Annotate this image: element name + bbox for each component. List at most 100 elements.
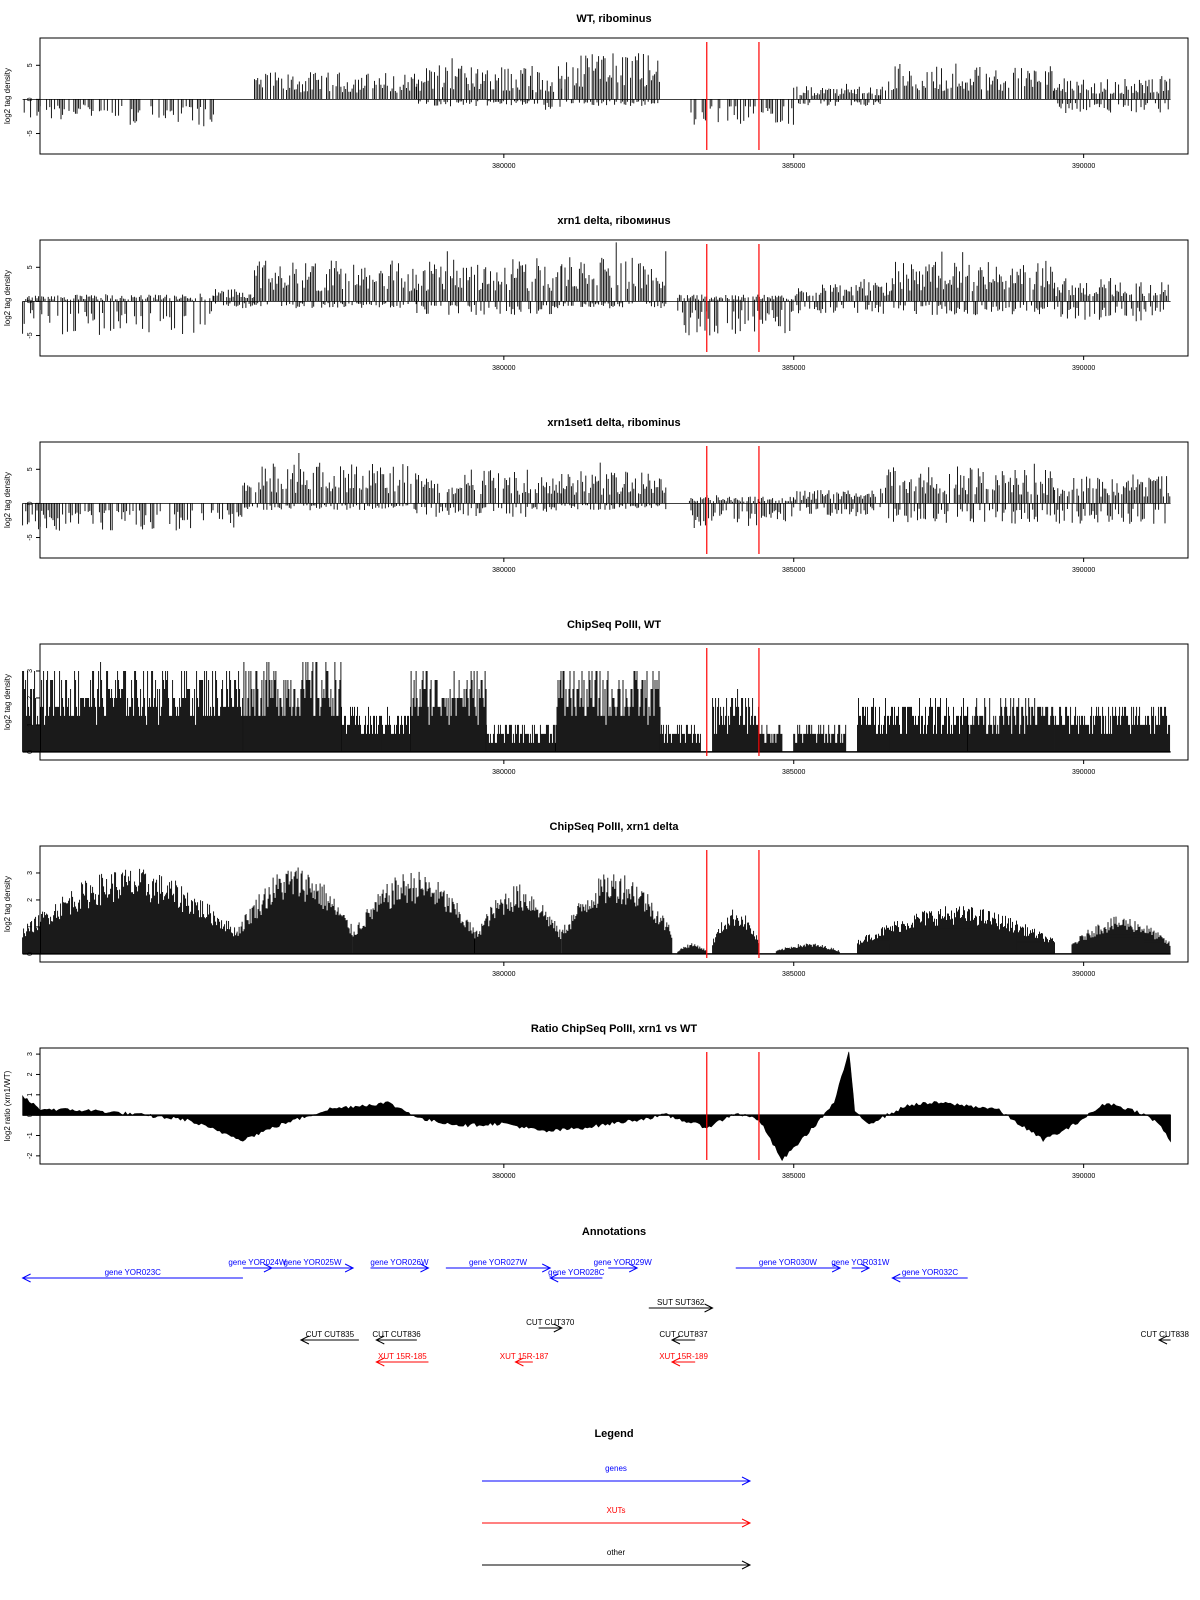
feature-arrow-head bbox=[420, 1263, 430, 1273]
feature-label: gene YOR031W bbox=[831, 1258, 890, 1267]
x-tick-label: 390000 bbox=[1072, 1173, 1095, 1180]
data-segment bbox=[690, 99, 794, 125]
x-tick-label: 390000 bbox=[1072, 971, 1095, 978]
data-segment bbox=[416, 58, 533, 107]
feature-arrow-head bbox=[831, 1263, 842, 1273]
legend-arrow-head bbox=[741, 1518, 752, 1528]
feature-arrow-head bbox=[670, 1335, 681, 1345]
feature-arrow-head bbox=[704, 1303, 714, 1313]
feature-label: gene YOR024W bbox=[228, 1258, 287, 1267]
data-segment bbox=[793, 83, 881, 106]
y-tick-label: -2 bbox=[27, 1153, 34, 1159]
feature-arrow-head bbox=[670, 1357, 681, 1367]
x-tick-label: 380000 bbox=[492, 567, 515, 574]
feature-label: CUT CUT835 bbox=[306, 1330, 355, 1339]
x-tick-label: 385000 bbox=[782, 365, 805, 372]
feature-arrow-head bbox=[553, 1323, 563, 1333]
data-segment bbox=[485, 724, 556, 752]
plot-frame bbox=[39, 1047, 1189, 1165]
data-segment bbox=[793, 490, 881, 517]
x-tick-label: 380000 bbox=[492, 365, 515, 372]
chart-panel-3: xrn1set1 delta, ribominus log2 tag densit… bbox=[3, 417, 1189, 574]
data-segment bbox=[242, 662, 342, 752]
x-tick-label: 380000 bbox=[492, 1173, 515, 1180]
x-tick-label: 385000 bbox=[782, 163, 805, 170]
data-segment bbox=[341, 706, 411, 752]
feature-label: CUT CUT838 bbox=[1141, 1330, 1190, 1339]
plot-frame bbox=[39, 643, 1189, 761]
feature-arrow-head bbox=[299, 1335, 310, 1345]
data-segment bbox=[659, 724, 701, 752]
y-axis-label: log2 tag density bbox=[3, 68, 12, 124]
x-tick-label: 385000 bbox=[782, 769, 805, 776]
feature-arrow-head bbox=[344, 1263, 355, 1273]
y-tick-label: 5 bbox=[27, 467, 34, 471]
feature-label: gene YOR028C bbox=[548, 1268, 605, 1277]
panel-title: ChipSeq PolII, xrn1 delta bbox=[550, 821, 680, 833]
x-tick-label: 380000 bbox=[492, 163, 515, 170]
y-axis-label: log2 tag density bbox=[3, 270, 12, 326]
feature-label: gene YOR023C bbox=[105, 1268, 162, 1277]
data-segment bbox=[22, 868, 238, 954]
y-tick-label: 5 bbox=[27, 265, 34, 269]
ratio-area bbox=[22, 1051, 1171, 1162]
data-segment bbox=[794, 279, 892, 314]
data-segment bbox=[712, 909, 760, 954]
x-tick-label: 385000 bbox=[782, 971, 805, 978]
feature-arrow-head bbox=[628, 1263, 639, 1273]
feature-arrow-head bbox=[375, 1357, 385, 1367]
data-segment bbox=[891, 251, 1055, 316]
data-segment bbox=[880, 63, 1054, 100]
panel-title: xrn1set1 delta, ribominus bbox=[547, 417, 680, 429]
data-segment bbox=[1054, 474, 1171, 524]
data-segment bbox=[561, 242, 667, 309]
feature-arrow-head bbox=[1157, 1335, 1168, 1345]
y-axis-label: log2 tag density bbox=[3, 674, 12, 730]
data-segment bbox=[1054, 706, 1171, 752]
legend-title: Legend bbox=[594, 1428, 633, 1440]
data-segment bbox=[22, 662, 244, 752]
data-segment bbox=[416, 251, 562, 315]
plot-frame bbox=[39, 37, 1189, 155]
feature-label: gene YOR030W bbox=[759, 1258, 818, 1267]
feature-arrow-head bbox=[541, 1263, 552, 1273]
plot-frame bbox=[39, 441, 1189, 559]
data-segment bbox=[967, 698, 1055, 752]
feature-arrow-head bbox=[514, 1357, 524, 1367]
y-tick-label: 2 bbox=[27, 898, 34, 902]
legend-label: XUTs bbox=[606, 1506, 625, 1515]
panel-title: WT, ribominus bbox=[576, 13, 651, 25]
y-tick-label: 2 bbox=[27, 1072, 34, 1076]
feature-label: CUT CUT836 bbox=[372, 1330, 421, 1339]
legend-arrow-head bbox=[741, 1476, 752, 1486]
data-segment bbox=[677, 943, 707, 954]
x-tick-label: 390000 bbox=[1072, 163, 1095, 170]
data-segment bbox=[1054, 278, 1169, 322]
data-segment bbox=[561, 462, 667, 510]
data-segment bbox=[474, 884, 562, 954]
feature-label: gene YOR029W bbox=[594, 1258, 653, 1267]
feature-arrow-head bbox=[891, 1273, 901, 1283]
data-segment bbox=[129, 99, 214, 127]
y-tick-label: -5 bbox=[27, 534, 34, 540]
y-tick-label: 5 bbox=[27, 63, 34, 67]
y-tick-label: -5 bbox=[27, 332, 34, 338]
y-tick-label: 3 bbox=[27, 871, 34, 875]
y-tick-label: 1 bbox=[27, 1093, 34, 1097]
legend-arrow-head bbox=[741, 1560, 752, 1570]
panel-title: ChipSeq PolII, WT bbox=[567, 619, 661, 631]
data-segment bbox=[23, 99, 123, 120]
y-axis-label: log2 ratio (xrn1/WT) bbox=[3, 1070, 12, 1141]
data-segment bbox=[410, 671, 487, 752]
legend-label: genes bbox=[605, 1464, 627, 1473]
data-segment bbox=[561, 53, 660, 106]
y-tick-label: 3 bbox=[27, 669, 34, 673]
x-tick-label: 385000 bbox=[782, 1173, 805, 1180]
data-segment bbox=[857, 906, 1055, 954]
x-tick-label: 380000 bbox=[492, 769, 515, 776]
